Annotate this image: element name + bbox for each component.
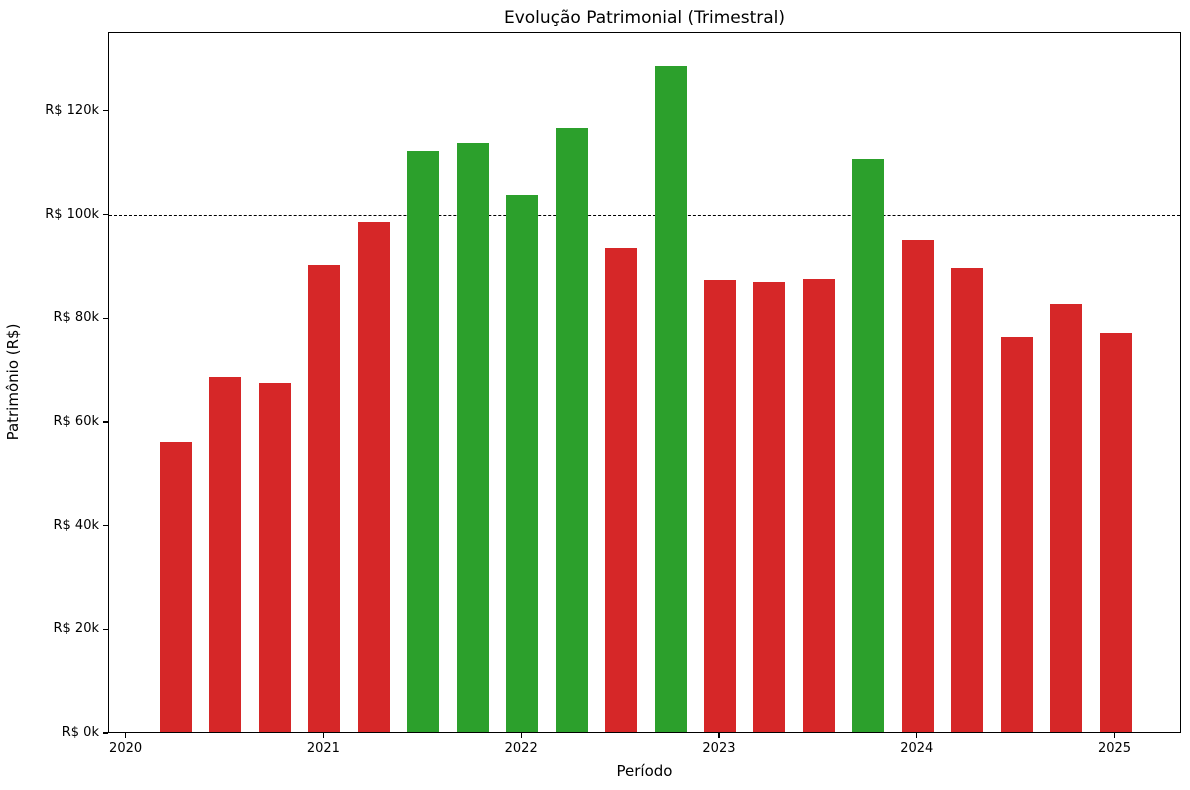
y-tick-mark [103, 524, 108, 527]
bar-2023-T4 [901, 239, 934, 732]
bar-2021-T1 [357, 221, 390, 732]
plot-area [108, 32, 1181, 733]
x-tick-mark [322, 733, 325, 738]
x-axis-label: Período [616, 762, 673, 780]
bar-2020-T1 [160, 442, 193, 732]
bar-2021-T4 [506, 194, 539, 732]
bar-2020-T2 [209, 377, 242, 732]
chart-title: Evolução Patrimonial (Trimestral) [503, 8, 786, 28]
bar-2021-T3 [456, 143, 489, 732]
bar-2021-T2 [407, 151, 440, 732]
bar-2023-T3 [852, 158, 885, 732]
bar-2020-T4 [308, 264, 341, 732]
bar-2022-T3 [654, 66, 687, 732]
x-tick-mark [916, 733, 918, 738]
bar-2024-T1 [951, 267, 984, 732]
y-tick-mark [103, 628, 108, 630]
x-tick-mark [1113, 733, 1116, 738]
y-tick-label: R$ 20k [53, 621, 99, 637]
x-tick-label: 2024 [900, 741, 934, 756]
y-tick-mark [103, 317, 108, 319]
bar-2024-T3 [1050, 304, 1083, 732]
x-tick-label: 2022 [504, 741, 538, 756]
bar-2023-T1 [753, 282, 786, 732]
bar-2020-T3 [258, 383, 291, 732]
bar-2024-T4 [1099, 332, 1132, 732]
x-tick-mark [124, 733, 127, 738]
y-tick-label: R$ 0k [61, 725, 99, 740]
y-tick-mark [103, 110, 108, 112]
x-tick-label: 2023 [702, 741, 736, 756]
threshold-line [109, 214, 1180, 216]
bar-2024-T2 [1000, 337, 1033, 732]
x-tick-label: 2020 [109, 741, 143, 756]
bar-2022-T2 [605, 248, 638, 732]
y-tick-label: R$ 60k [53, 413, 99, 429]
y-tick-label: R$ 40k [53, 517, 99, 533]
y-tick-label: R$ 100k [45, 206, 99, 222]
x-tick-mark [520, 733, 522, 738]
y-tick-mark [103, 732, 108, 734]
x-tick-label: 2025 [1097, 741, 1132, 756]
y-tick-label: R$ 120k [45, 102, 99, 118]
bar-2022-T1 [555, 127, 588, 732]
bar-2023-T2 [802, 278, 835, 732]
y-tick-mark [103, 421, 108, 423]
y-tick-mark [103, 213, 108, 216]
y-tick-label: R$ 80k [53, 310, 99, 326]
x-tick-mark [718, 733, 720, 738]
bar-2022-T4 [703, 280, 736, 732]
x-tick-label: 2021 [306, 741, 340, 756]
